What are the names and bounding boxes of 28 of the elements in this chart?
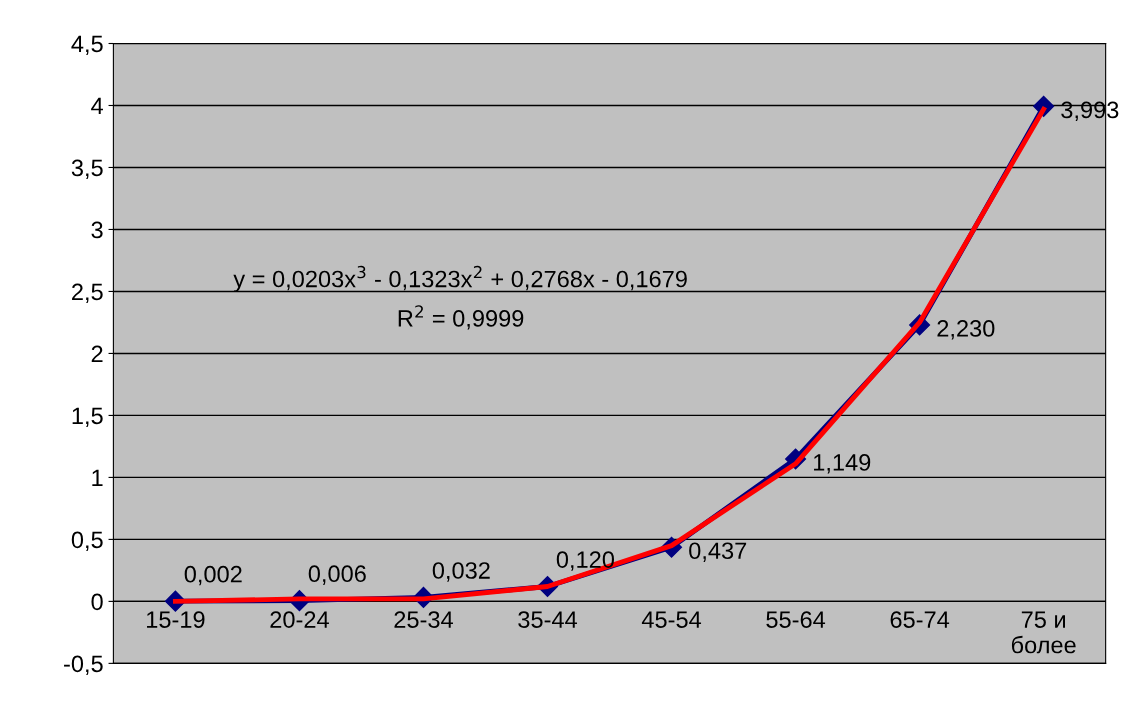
data-label: 2,230 xyxy=(937,320,995,340)
y-tick-label: -0,5 xyxy=(64,655,103,675)
y-tick-label: 4,5 xyxy=(71,35,103,56)
annotation: R$^{2}$ = 0,9999 xyxy=(398,305,524,330)
data-label: 0,006 xyxy=(308,565,366,585)
x-tick-label: 45-54 xyxy=(641,611,702,628)
data-label: 0,437 xyxy=(689,542,747,562)
y-tick-label: 3,5 xyxy=(71,159,103,180)
y-tick-label: 2 xyxy=(91,345,103,362)
y-tick-label: 4 xyxy=(91,97,103,115)
y-tick-label: 2,5 xyxy=(72,283,103,304)
y-tick-label: 1 xyxy=(92,469,103,486)
data-label: 1,149 xyxy=(814,454,871,474)
x-tick-label: 35-44 xyxy=(518,611,578,628)
x-tick-label: 20-24 xyxy=(270,611,329,628)
data-label: 0,120 xyxy=(556,551,614,571)
data-label: 0,002 xyxy=(184,565,242,586)
x-tick-label: 55-64 xyxy=(766,611,826,628)
y-tick-label: 3 xyxy=(91,221,103,239)
data-label: 0,032 xyxy=(432,562,490,582)
y-tick-label: 0,5 xyxy=(71,531,103,551)
x-tick-label: 15-19 xyxy=(147,611,205,628)
y-tick-label: 1,5 xyxy=(72,407,103,427)
x-tick-label: 25-34 xyxy=(394,611,453,628)
x-tick-label: 75 и более xyxy=(1011,611,1076,654)
x-tick-label: 65-74 xyxy=(890,611,950,628)
annotation: y = 0,0203x$^{3}$ - 0,1323x$^{2}$ + 0,2768x - 0,1679 xyxy=(233,265,687,293)
y-tick-label: 0 xyxy=(91,593,103,611)
